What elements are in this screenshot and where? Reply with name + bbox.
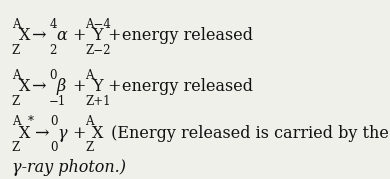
Text: 0: 0 — [51, 115, 58, 128]
Text: 4: 4 — [49, 18, 57, 31]
Text: X: X — [19, 125, 30, 142]
Text: +: + — [107, 78, 121, 95]
Text: →: → — [35, 125, 50, 142]
Text: +: + — [72, 27, 85, 44]
Text: energy released: energy released — [122, 27, 253, 44]
Text: X: X — [19, 27, 30, 44]
Text: X: X — [19, 78, 30, 95]
Text: energy released: energy released — [122, 78, 253, 95]
Text: Z: Z — [12, 141, 20, 154]
Text: Z: Z — [12, 44, 20, 57]
Text: A: A — [12, 115, 20, 128]
Text: X: X — [92, 125, 103, 142]
Text: +: + — [107, 27, 121, 44]
Text: 2: 2 — [49, 44, 57, 57]
Text: 0: 0 — [51, 141, 58, 154]
Text: α: α — [56, 27, 67, 44]
Text: +: + — [72, 78, 85, 95]
Text: A: A — [12, 69, 20, 82]
Text: Z+1: Z+1 — [85, 95, 111, 108]
Text: Y: Y — [92, 27, 103, 44]
Text: A: A — [12, 18, 20, 31]
Text: −1: −1 — [49, 95, 66, 108]
Text: Z−2: Z−2 — [85, 44, 111, 57]
Text: Z: Z — [85, 141, 93, 154]
Text: γ: γ — [58, 125, 67, 142]
Text: β: β — [56, 78, 66, 95]
Text: 0: 0 — [49, 69, 57, 82]
Text: A: A — [85, 69, 94, 82]
Text: *: * — [27, 115, 33, 128]
Text: A: A — [85, 115, 94, 128]
Text: γ-ray photon.): γ-ray photon.) — [12, 159, 126, 176]
Text: +: + — [73, 125, 86, 142]
Text: (Energy released is carried by the: (Energy released is carried by the — [106, 125, 388, 142]
Text: A−4: A−4 — [85, 18, 111, 31]
Text: →: → — [32, 78, 47, 95]
Text: Y: Y — [92, 78, 103, 95]
Text: Z: Z — [12, 95, 20, 108]
Text: →: → — [32, 27, 47, 44]
